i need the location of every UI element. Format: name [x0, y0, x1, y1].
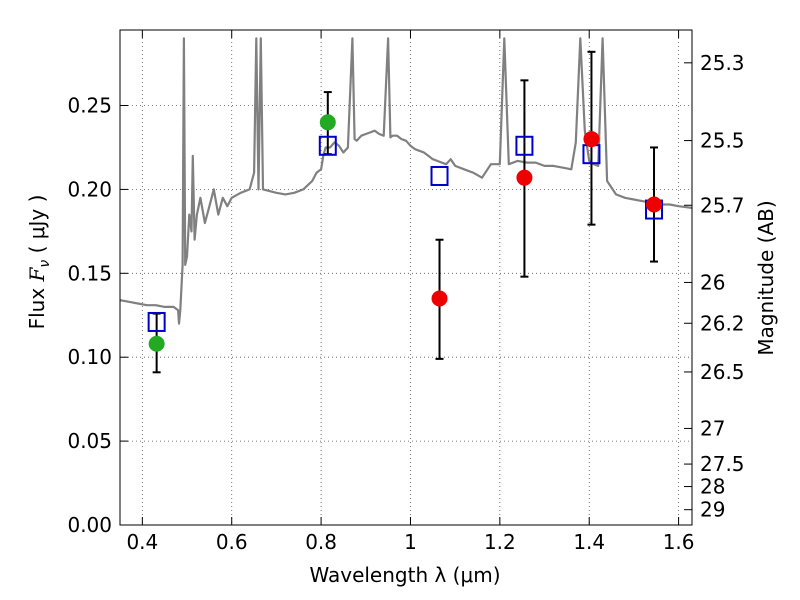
right-tick-label: 27.5 — [700, 452, 745, 476]
x-tick-label: 1.2 — [484, 530, 516, 554]
photometry-points — [148, 114, 663, 352]
x-tick-label: 0.8 — [305, 530, 337, 554]
y-tick-label: 0.10 — [67, 345, 112, 369]
model-box — [515, 135, 534, 156]
y-tick-label: 0.25 — [67, 94, 112, 118]
right-tick-label: 28 — [700, 475, 725, 499]
right-tick-label: 27 — [700, 416, 725, 440]
right-axis-title: Magnitude (AB) — [754, 200, 778, 355]
x-tick-label: 1.4 — [573, 530, 605, 554]
y-axis-title-unit: ( μJy ) — [25, 195, 49, 260]
y-axis-title: Flux Fν ( μJy ) — [25, 195, 53, 330]
x-tick-label: 1.6 — [663, 530, 695, 554]
y-tick-label: 0.15 — [67, 261, 112, 285]
red-point — [431, 290, 448, 307]
y-tick-label: 0.05 — [67, 429, 112, 453]
right-tick-label: 25.5 — [700, 129, 745, 153]
grid — [120, 30, 692, 526]
x-tick-label: 0.4 — [126, 530, 158, 554]
x-tick-label: 0.6 — [216, 530, 248, 554]
right-tick-label: 25.7 — [700, 193, 745, 217]
right-tick-label: 26.5 — [700, 360, 745, 384]
green-point — [148, 335, 165, 352]
green-point — [319, 114, 336, 131]
y-axis-title-math: F — [25, 266, 49, 282]
right-tick-label: 26 — [700, 270, 725, 294]
red-point — [516, 169, 533, 186]
y-axis-title-main: Flux — [25, 281, 49, 329]
right-tick-label: 26.2 — [700, 311, 745, 335]
model-boxes — [147, 135, 664, 332]
x-tick-label: 1 — [404, 530, 417, 554]
red-point — [646, 196, 663, 213]
y-tick-label: 0.00 — [67, 513, 112, 537]
y-tick-label: 0.20 — [67, 177, 112, 201]
model-box — [147, 311, 166, 332]
y-axis-title-subscript: ν — [37, 260, 53, 268]
spectrum-series — [119, 37, 693, 325]
x-axis-title: Wavelength λ (μm) — [309, 563, 500, 587]
right-tick-label: 25.3 — [700, 51, 745, 75]
spectrum-line — [119, 37, 693, 325]
red-point — [583, 131, 600, 148]
right-tick-label: 29 — [700, 498, 725, 522]
ticks: 0.4 0.6 0.8 1 1.2 1.4 1.6 0.00 0.05 0.10 0.15 0.20 0… — [67, 30, 745, 554]
plot-frame — [119, 29, 693, 526]
model-box — [430, 165, 449, 186]
model-box — [318, 135, 337, 156]
